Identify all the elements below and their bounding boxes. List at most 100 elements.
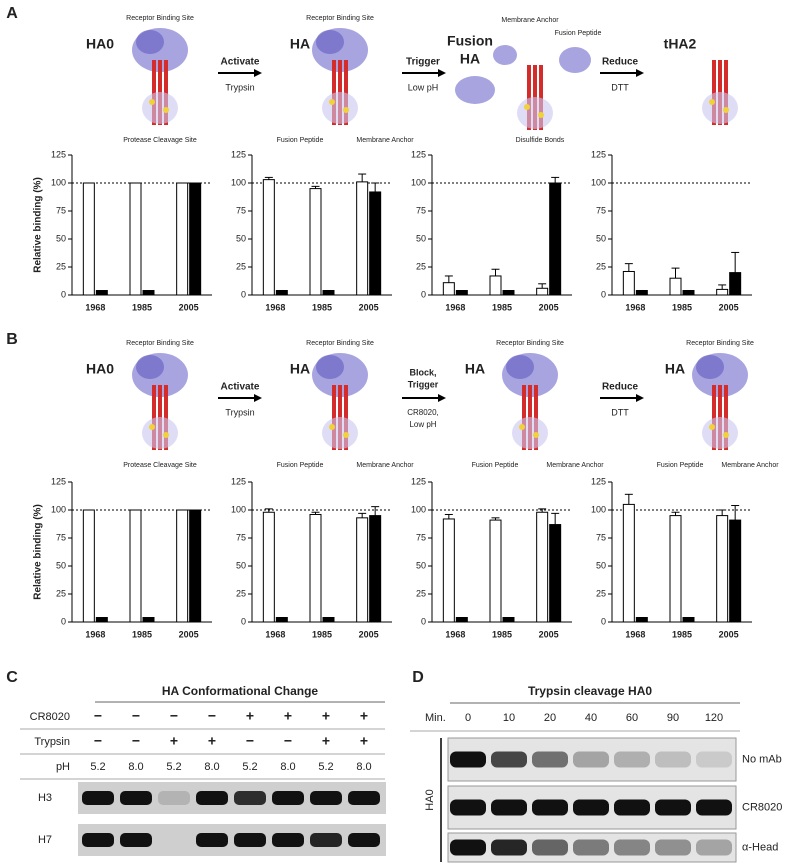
y-tick-label: 75 <box>236 532 246 542</box>
schematic-label: Fusion Peptide <box>657 462 704 469</box>
schematic-label: DTT <box>611 82 629 92</box>
protein-head <box>493 45 517 65</box>
gel-band <box>491 839 527 856</box>
bar <box>549 524 562 623</box>
gel-band <box>310 833 342 847</box>
panel-title: Trypsin cleavage HA0 <box>528 684 652 698</box>
protein-helix <box>724 385 728 450</box>
lane-label: − <box>132 733 140 749</box>
disulfide <box>524 104 530 110</box>
schematic-label: Membrane Anchor <box>356 137 414 144</box>
protein-helix <box>712 385 716 450</box>
x-tick-label: 1985 <box>492 629 512 639</box>
y-tick-label: 125 <box>591 149 606 159</box>
protein-stem <box>322 92 358 124</box>
lane-label: + <box>360 733 368 749</box>
gel-band <box>655 751 691 768</box>
gel-band <box>310 791 342 805</box>
lane-label: − <box>170 708 178 724</box>
bar <box>729 519 742 623</box>
row-label: pH <box>56 761 70 773</box>
lane-label: 8.0 <box>356 761 371 773</box>
bar <box>142 617 155 623</box>
bar <box>356 181 369 296</box>
schematic-label: Receptor Binding Site <box>686 340 754 347</box>
x-tick-label: 1968 <box>85 629 105 639</box>
lane-label: − <box>94 708 102 724</box>
lane-label: + <box>208 733 216 749</box>
schematic-label: Membrane Anchor <box>721 462 779 469</box>
y-tick-label: 125 <box>51 476 66 486</box>
lane-label: − <box>94 733 102 749</box>
x-tick-label: 2005 <box>719 629 739 639</box>
bar <box>369 515 382 623</box>
row-label: α-Head <box>742 841 778 853</box>
y-tick-label: 75 <box>56 205 66 215</box>
gel-band <box>614 751 650 768</box>
protein-stem <box>142 417 178 449</box>
y-tick-label: 50 <box>596 233 606 243</box>
lane-label: − <box>132 708 140 724</box>
y-tick-label: 75 <box>56 532 66 542</box>
bar <box>129 509 142 623</box>
bar <box>536 511 549 623</box>
y-tick-label: 0 <box>241 616 246 626</box>
protein-helix <box>152 385 156 450</box>
x-tick-label: 1985 <box>312 302 332 312</box>
y-tick-label: 75 <box>596 205 606 215</box>
schematic-label: Fusion Peptide <box>277 462 324 469</box>
y-tick-label: 0 <box>61 289 66 299</box>
arrow-head <box>254 394 262 402</box>
bar <box>176 509 189 623</box>
y-tick-label: 125 <box>231 149 246 159</box>
y-tick-label: 75 <box>416 532 426 542</box>
y-tick-label: 100 <box>591 504 606 514</box>
protein-helix <box>164 385 168 450</box>
schematic-label: HA <box>665 361 685 377</box>
gel-band <box>348 833 380 847</box>
bar <box>622 270 635 296</box>
bar <box>455 617 468 623</box>
time-label: 10 <box>503 712 515 724</box>
bar <box>442 518 455 623</box>
protein-structure <box>692 353 748 450</box>
protein-head <box>506 355 534 379</box>
schematic-label: DTT <box>611 407 629 417</box>
lane-label: + <box>322 708 330 724</box>
x-tick-label: 2005 <box>179 302 199 312</box>
gel-band <box>655 799 691 816</box>
schematic-label: HA0 <box>86 36 114 52</box>
y-tick-label: 25 <box>416 588 426 598</box>
gel-band <box>234 833 266 847</box>
schematic-label: Receptor Binding Site <box>306 15 374 22</box>
protein-structure <box>312 353 368 450</box>
protein-stem <box>322 417 358 449</box>
bar <box>622 503 635 623</box>
bar <box>489 519 502 623</box>
disulfide <box>709 99 715 105</box>
schematic-label: tHA2 <box>664 36 697 52</box>
bar <box>502 617 515 623</box>
lane-label: + <box>360 708 368 724</box>
schematic-label: Low pH <box>408 82 439 92</box>
y-tick-label: 100 <box>231 504 246 514</box>
protein-helix <box>164 60 168 125</box>
lane-label: 8.0 <box>204 761 219 773</box>
protein-head <box>559 47 591 73</box>
bar <box>95 617 108 623</box>
x-tick-label: 1985 <box>492 302 512 312</box>
gel-band <box>450 799 486 816</box>
protein-stem <box>702 417 738 449</box>
gel-band <box>573 751 609 768</box>
y-tick-label: 0 <box>241 289 246 299</box>
y-tick-label: 25 <box>56 588 66 598</box>
bar <box>682 617 695 623</box>
y-tick-label: 125 <box>51 149 66 159</box>
lane-label: + <box>284 708 292 724</box>
gel-band <box>532 839 568 856</box>
y-tick-label: 0 <box>601 289 606 299</box>
arrow-head <box>636 394 644 402</box>
lane-label: − <box>208 708 216 724</box>
lane-label: 8.0 <box>128 761 143 773</box>
panel-label: A <box>6 5 18 22</box>
